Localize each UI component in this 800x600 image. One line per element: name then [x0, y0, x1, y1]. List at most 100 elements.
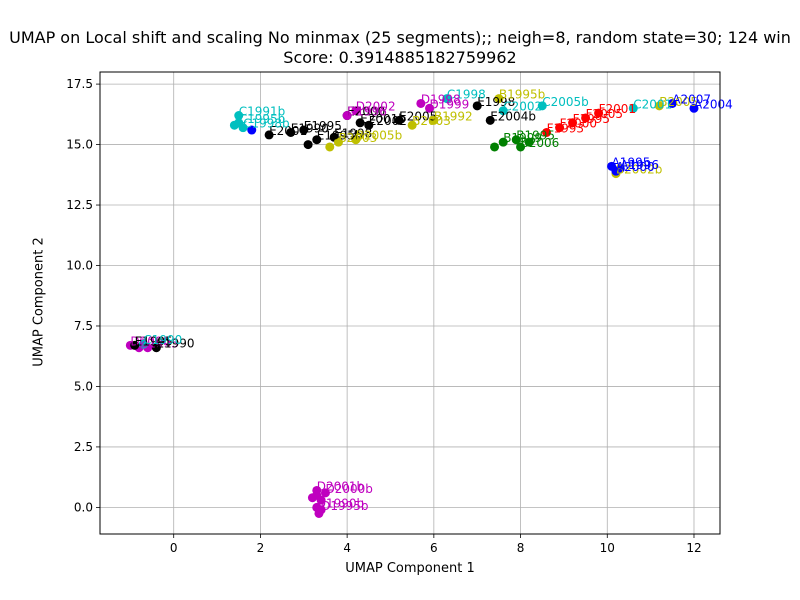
- data-point-label: E1990: [156, 337, 194, 351]
- data-point: [299, 125, 309, 135]
- data-point: [425, 103, 435, 113]
- data-point: [485, 115, 495, 125]
- data-points: [125, 94, 699, 518]
- data-point: [490, 142, 500, 152]
- data-point-label: E1998: [334, 126, 372, 140]
- plot-frame: [99, 71, 721, 535]
- data-point-label: E2000: [347, 105, 385, 119]
- data-point: [303, 140, 313, 150]
- data-point-label: A1995: [612, 155, 651, 169]
- x-tick-label: 0: [170, 541, 178, 555]
- data-point: [628, 103, 638, 113]
- data-point-label: E2001: [269, 124, 307, 138]
- data-point-label: F2000: [560, 117, 597, 131]
- data-point-label: E2001b: [360, 112, 406, 126]
- data-point-label: E2005: [399, 109, 437, 123]
- x-tick-label: 6: [430, 541, 438, 555]
- data-point: [320, 488, 330, 498]
- data-point-label: F1993: [547, 121, 584, 135]
- data-point: [442, 94, 452, 104]
- chart-subtitle-score: Score: 0.3914885182759962: [283, 48, 517, 67]
- x-tick-label: 12: [686, 541, 701, 555]
- data-point-label: E2002: [369, 114, 407, 128]
- data-point-label: D2000b: [325, 482, 372, 496]
- y-tick-label: 7.5: [74, 319, 93, 333]
- data-point-label: B1995: [516, 129, 555, 143]
- data-point-label: F1995: [573, 112, 610, 126]
- data-point-label: D1999: [430, 97, 470, 111]
- data-point: [429, 115, 439, 125]
- data-point-label: A2000: [616, 160, 655, 174]
- data-point-label: F2001: [599, 102, 636, 116]
- data-point: [511, 135, 521, 145]
- data-point-label: C1991b: [239, 105, 286, 119]
- data-point: [151, 343, 161, 353]
- y-tick-label: 12.5: [66, 198, 93, 212]
- data-point-label: A2007: [672, 92, 711, 106]
- x-axis-ticks: 0 2 4 6 8 10 12: [170, 534, 702, 555]
- data-point: [314, 508, 324, 518]
- data-point-label: C1998b: [243, 117, 290, 131]
- data-point: [498, 137, 508, 147]
- data-point: [667, 98, 677, 108]
- data-point-label: D2001b: [317, 479, 364, 493]
- y-tick-label: 2.5: [74, 440, 93, 454]
- data-point: [407, 120, 417, 130]
- data-point-label: B2005: [659, 95, 698, 109]
- data-point: [498, 106, 508, 116]
- y-tick-label: 0.0: [74, 500, 93, 514]
- data-point-label: B1999: [503, 131, 542, 145]
- data-point: [516, 142, 526, 152]
- data-point: [472, 101, 482, 111]
- x-axis-label: UMAP Component 1: [345, 561, 475, 576]
- data-point: [238, 123, 248, 133]
- plot-area: [100, 72, 720, 534]
- y-tick-label: 10.0: [66, 259, 93, 273]
- data-point-label: E1990: [291, 121, 329, 135]
- data-point-label: E1995: [304, 119, 342, 133]
- data-point-label: C2005b: [542, 95, 589, 109]
- data-point-label: B1995b: [499, 88, 545, 102]
- data-point-label: C2001: [633, 97, 672, 111]
- data-point-label: E1995: [135, 334, 173, 348]
- data-point: [555, 123, 565, 133]
- data-point: [568, 118, 578, 128]
- data-point-label: D1995b: [321, 499, 368, 513]
- data-point: [611, 166, 621, 176]
- data-point-label: C1998: [447, 88, 486, 102]
- data-point: [594, 108, 604, 118]
- data-point-label: E1998: [477, 95, 515, 109]
- data-point-label: B2005b: [356, 129, 402, 143]
- x-tick-label: 2: [257, 541, 265, 555]
- data-point-label: F2005: [586, 107, 623, 121]
- data-point: [138, 339, 148, 349]
- data-point: [325, 142, 335, 152]
- data-point-label: B2003: [338, 131, 377, 145]
- data-point: [364, 120, 374, 130]
- data-point: [537, 101, 547, 111]
- data-point: [333, 137, 343, 147]
- data-point: [130, 340, 140, 350]
- data-point-label: E2004b: [490, 109, 536, 123]
- data-point-label: C1995b: [239, 112, 286, 126]
- data-point: [351, 135, 361, 145]
- data-point: [416, 98, 426, 108]
- data-point-label: D1998: [421, 92, 461, 106]
- data-point: [351, 106, 361, 116]
- data-point-label: D2002: [356, 100, 396, 114]
- data-point: [494, 94, 504, 104]
- y-axis-label: UMAP Component 2: [31, 237, 47, 367]
- data-point: [229, 120, 239, 130]
- data-point-label: D1990b: [317, 496, 364, 510]
- data-point: [234, 111, 244, 121]
- data-point-label: D1995: [139, 337, 179, 351]
- data-point: [342, 111, 352, 121]
- x-tick-label: 4: [343, 541, 351, 555]
- data-point: [247, 125, 257, 135]
- data-point-label: B2006: [521, 136, 560, 150]
- data-point-label: D2000: [130, 334, 170, 348]
- data-point: [542, 127, 552, 137]
- data-point: [581, 113, 591, 123]
- y-tick-label: 5.0: [74, 379, 93, 393]
